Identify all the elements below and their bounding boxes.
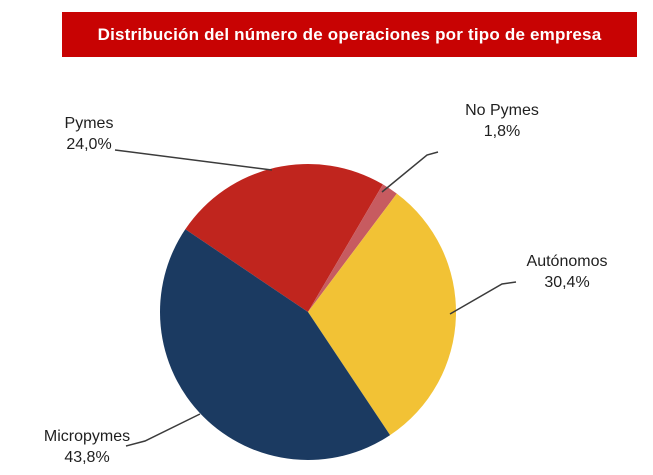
pie-slice-no-pymes	[308, 184, 397, 312]
slice-name-autonomos: Autónomos	[526, 253, 608, 270]
leader-line-autonomos	[449, 281, 517, 315]
label-micropymes: Micropymes 43,8%	[32, 426, 142, 468]
slice-name-pymes: Pymes	[64, 115, 114, 132]
label-pymes: Pymes 24,0%	[34, 113, 144, 155]
slice-pct-no-pymes: 1,8%	[483, 123, 521, 140]
slice-name-micropymes: Micropymes	[43, 428, 131, 445]
label-autonomos: Autónomos 30,4%	[512, 251, 622, 293]
label-no-pymes: No Pymes 1,8%	[447, 100, 557, 142]
chart-title-banner: Distribución del número de operaciones p…	[62, 12, 637, 57]
chart-title: Distribución del número de operaciones p…	[97, 24, 602, 44]
pie-slice-autonomos	[308, 193, 456, 436]
slice-pct-micropymes: 43,8%	[64, 449, 110, 466]
leader-line-pymes	[114, 149, 273, 171]
pie-slice-pymes	[185, 164, 383, 312]
pie-slices	[159, 164, 456, 461]
slice-name-no-pymes: No Pymes	[465, 102, 539, 119]
slice-pct-autonomos: 30,4%	[544, 274, 590, 291]
leader-lines	[114, 149, 517, 447]
leader-line-no-pymes	[381, 151, 439, 193]
leader-line-micropymes	[125, 413, 201, 447]
slice-pct-pymes: 24,0%	[66, 136, 112, 153]
pie-slice-micropymes	[159, 229, 391, 461]
